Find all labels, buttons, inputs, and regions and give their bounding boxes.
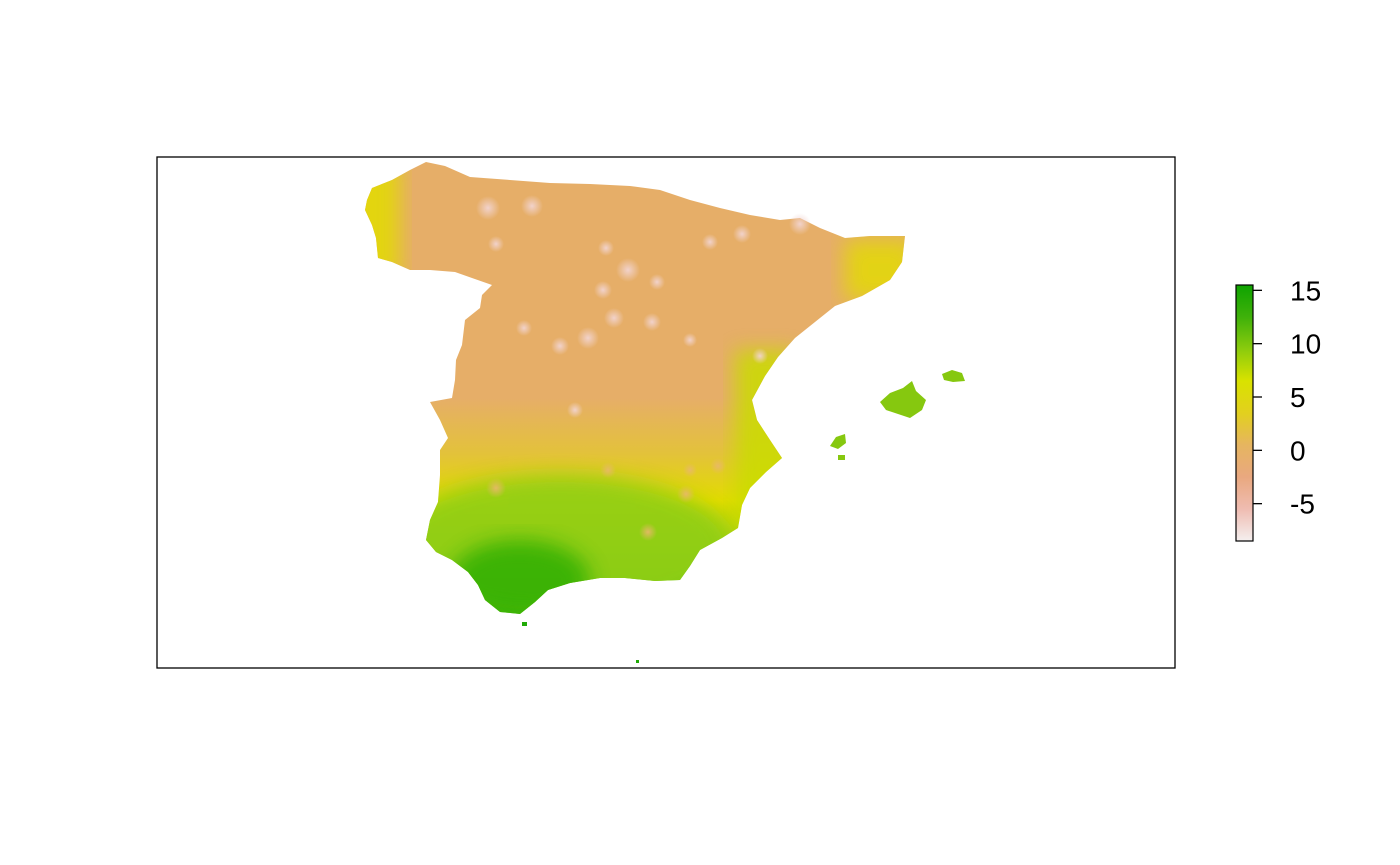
legend-tick-label: 10 xyxy=(1290,329,1321,360)
menorca-island xyxy=(942,370,965,382)
warm-spot xyxy=(639,523,657,541)
cold-peak-spot xyxy=(649,274,665,290)
cold-peak-spot xyxy=(643,313,661,331)
coast-band-levante xyxy=(735,350,795,530)
cold-peak-spot xyxy=(598,240,614,256)
balearic-islands xyxy=(830,370,965,460)
enclave-alboran xyxy=(636,660,639,663)
coast-band-west xyxy=(365,162,400,280)
cold-peak-spot xyxy=(488,236,504,252)
warm-spot xyxy=(486,478,506,498)
legend-bar xyxy=(1235,284,1254,542)
warm-spot xyxy=(683,463,697,477)
cold-peak-spot xyxy=(551,337,569,355)
legend-tick-label: 15 xyxy=(1290,275,1321,306)
cold-peak-spot xyxy=(702,234,718,250)
hot-spots xyxy=(486,458,726,541)
ibiza-island xyxy=(830,434,846,449)
legend-tick-label: -5 xyxy=(1290,489,1315,520)
cold-peak-spot xyxy=(521,195,543,217)
cold-peak-spot xyxy=(516,320,532,336)
cold-peak-spot xyxy=(604,308,624,328)
cold-peak-spot xyxy=(683,333,697,347)
cold-peak-spot xyxy=(616,258,640,282)
cold-peak-spot xyxy=(733,225,751,243)
cold-peak-spot xyxy=(594,281,612,299)
mallorca-island xyxy=(880,381,926,418)
cold-peak-spot xyxy=(577,327,599,349)
cold-peaks xyxy=(476,195,811,418)
enclave-ceuta xyxy=(522,622,527,626)
legend-tick-label: 5 xyxy=(1290,382,1306,413)
cold-peak-spot xyxy=(789,213,811,235)
legend-ticks: 15 10 5 0 -5 xyxy=(1253,275,1321,520)
warm-spot xyxy=(710,458,726,474)
legend-colorbar: 15 10 5 0 -5 xyxy=(1235,275,1321,542)
legend-tick-label: 0 xyxy=(1290,435,1306,466)
spain-mainland xyxy=(365,162,905,614)
formentera-island xyxy=(838,455,845,460)
cold-peak-spot xyxy=(752,348,768,364)
warm-spot xyxy=(600,462,616,478)
warm-spot xyxy=(677,485,695,503)
hottest-zone xyxy=(450,540,590,614)
coast-band-east xyxy=(845,240,905,300)
cold-peak-spot xyxy=(476,196,500,220)
map-frame xyxy=(156,156,1176,669)
cold-peak-spot xyxy=(567,402,583,418)
